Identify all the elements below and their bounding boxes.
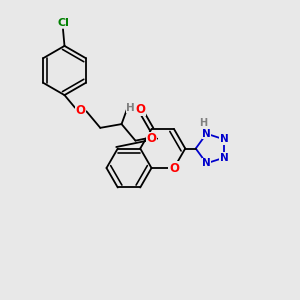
Text: N: N [202, 158, 211, 168]
Text: N: N [220, 153, 228, 163]
Text: O: O [135, 103, 145, 116]
Text: O: O [75, 103, 85, 117]
Text: HO: HO [126, 103, 144, 113]
Text: O: O [169, 161, 179, 175]
Text: O: O [147, 132, 157, 145]
Text: N: N [202, 129, 211, 139]
Text: Cl: Cl [57, 18, 69, 28]
Text: H: H [199, 118, 207, 128]
Text: N: N [220, 134, 228, 144]
